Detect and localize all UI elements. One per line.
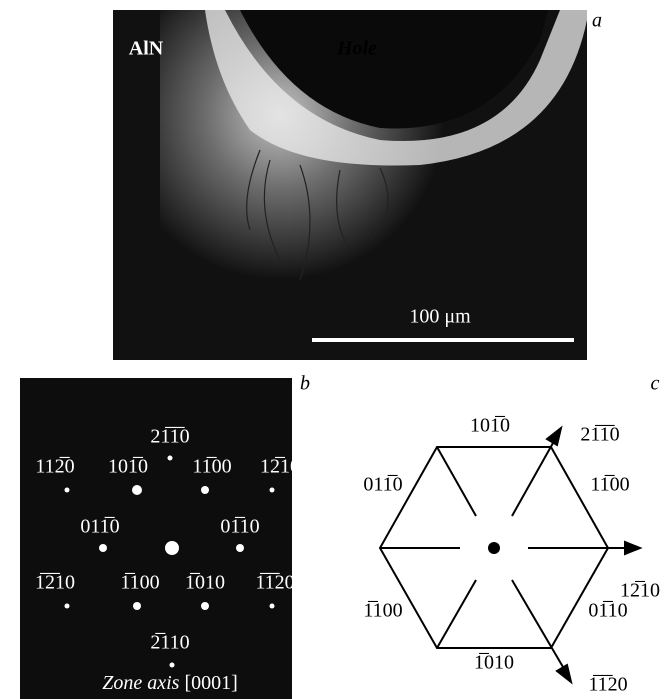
- panel-label: a: [592, 10, 602, 32]
- spot-label: 01̅10: [220, 516, 259, 538]
- region-label: Hole: [336, 38, 377, 60]
- direction-label: 11̅00: [590, 474, 629, 496]
- panel-label: c: [651, 373, 660, 395]
- direction-label: 011̅0: [363, 474, 402, 496]
- direction-label: 21̅1̅0: [580, 424, 619, 446]
- scale-label: 100 μm: [409, 306, 471, 328]
- arrowhead: [625, 542, 640, 554]
- arrowhead: [547, 428, 561, 445]
- direction-label: 12̅10: [620, 580, 660, 602]
- direction-label: 1̅1̅20: [588, 674, 627, 696]
- direction-label: 1̅100: [363, 600, 402, 622]
- material-label: AlN: [129, 38, 164, 60]
- figure: a AlN Hole 100 μm b 21̅1̅0 112̅0 101̅0 11̅0…: [0, 0, 672, 699]
- direction-label: 01̅10: [588, 600, 627, 622]
- panel-c: [380, 428, 640, 682]
- panel-a: a AlN Hole 100 μm: [113, 10, 602, 360]
- spot-label: 1̅100: [120, 572, 159, 594]
- spot-label: 011̅0: [80, 516, 119, 538]
- zone-axis-index: [0001]: [184, 672, 237, 694]
- arrow: [512, 580, 563, 667]
- spot-label: 1̅1̅20: [255, 572, 294, 594]
- spot-label: 101̅0: [108, 456, 148, 478]
- arrowhead: [557, 665, 571, 682]
- spot-label: 11̅00: [192, 456, 231, 478]
- spoke: [437, 580, 476, 648]
- spot-label: 1̅010: [185, 572, 225, 594]
- spot-label: 21̅1̅0: [150, 426, 189, 448]
- panel-label: b: [300, 373, 310, 395]
- direction-label: 101̅0: [470, 415, 510, 437]
- zone-axis: Zone axis [0001]: [102, 672, 238, 694]
- direction-label: 1̅010: [474, 652, 514, 674]
- center-dot: [488, 542, 500, 554]
- spot-label: 2̅110: [150, 632, 189, 654]
- zone-axis-label: Zone axis: [102, 672, 179, 694]
- spoke: [437, 447, 476, 516]
- spot-label: 112̅0: [35, 456, 74, 478]
- panel-b: b 21̅1̅0 112̅0 101̅0 11̅00 12̅10 011̅0 01̅10 1̅…: [20, 373, 310, 699]
- arrow: [512, 443, 553, 516]
- spot-label: 1̅2̅10: [35, 572, 75, 594]
- spot-label: 12̅10: [260, 456, 300, 478]
